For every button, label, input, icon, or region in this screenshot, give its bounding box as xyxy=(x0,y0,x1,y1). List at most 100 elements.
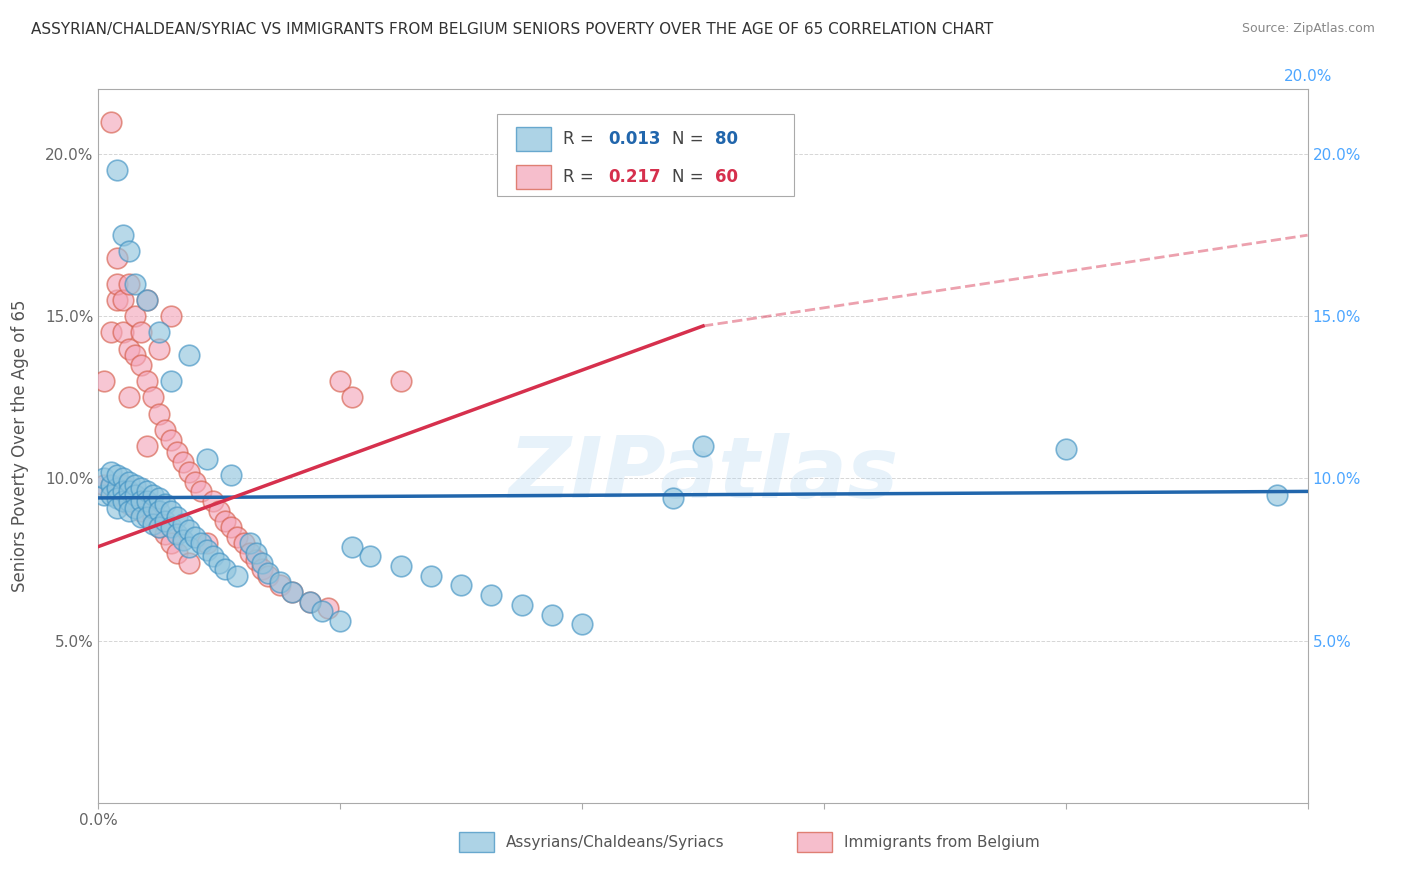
Point xyxy=(281,585,304,599)
Point xyxy=(311,604,333,618)
Point xyxy=(148,342,170,356)
Point xyxy=(105,251,128,265)
Point xyxy=(105,163,128,178)
Point xyxy=(245,546,267,560)
Point xyxy=(100,465,122,479)
Point xyxy=(105,488,128,502)
Point xyxy=(160,433,183,447)
Point xyxy=(166,510,188,524)
Point xyxy=(93,471,115,485)
Point xyxy=(226,530,249,544)
Point xyxy=(256,568,278,582)
Point xyxy=(111,326,134,340)
Point xyxy=(160,504,183,518)
Point xyxy=(105,481,128,495)
Point xyxy=(124,310,146,324)
Point xyxy=(232,536,254,550)
Point xyxy=(184,475,207,489)
Point xyxy=(256,566,278,580)
Point xyxy=(661,491,683,505)
Point xyxy=(160,520,183,534)
Point xyxy=(118,244,141,259)
Point xyxy=(208,504,231,518)
Point xyxy=(166,526,188,541)
Point xyxy=(179,348,201,362)
Point xyxy=(105,500,128,515)
Text: 0.217: 0.217 xyxy=(609,168,661,186)
Point xyxy=(360,549,382,564)
Point xyxy=(153,514,176,528)
Text: 80: 80 xyxy=(716,130,738,148)
FancyBboxPatch shape xyxy=(498,114,793,196)
Point xyxy=(153,526,176,541)
Point xyxy=(214,514,236,528)
Point xyxy=(111,478,134,492)
Point xyxy=(342,540,364,554)
Point xyxy=(190,484,212,499)
Point xyxy=(329,614,352,628)
FancyBboxPatch shape xyxy=(516,127,551,152)
Point xyxy=(111,494,134,508)
Point xyxy=(129,494,152,508)
Text: 0.013: 0.013 xyxy=(609,130,661,148)
Point xyxy=(299,595,322,609)
Point xyxy=(135,439,157,453)
Point xyxy=(221,468,243,483)
Point xyxy=(111,228,134,243)
Point xyxy=(93,478,115,492)
Point xyxy=(111,484,134,499)
Point xyxy=(118,504,141,518)
Point xyxy=(179,524,201,538)
Point xyxy=(135,510,157,524)
Point xyxy=(111,293,134,307)
Text: N =: N = xyxy=(672,168,709,186)
Point xyxy=(124,277,146,291)
Point xyxy=(148,520,170,534)
Point xyxy=(100,478,122,492)
Point xyxy=(239,546,262,560)
Point xyxy=(142,510,165,524)
Point xyxy=(179,540,201,554)
Point xyxy=(239,536,262,550)
Point xyxy=(202,494,225,508)
Point xyxy=(100,114,122,128)
Point xyxy=(571,617,593,632)
Point xyxy=(100,326,122,340)
Text: R =: R = xyxy=(562,168,599,186)
Point xyxy=(124,488,146,502)
Point xyxy=(510,598,533,612)
Point xyxy=(148,520,170,534)
Point xyxy=(100,478,122,492)
Point xyxy=(692,439,714,453)
Point xyxy=(195,542,218,557)
FancyBboxPatch shape xyxy=(458,832,494,852)
Point xyxy=(202,549,225,564)
Text: ASSYRIAN/CHALDEAN/SYRIAC VS IMMIGRANTS FROM BELGIUM SENIORS POVERTY OVER THE AGE: ASSYRIAN/CHALDEAN/SYRIAC VS IMMIGRANTS F… xyxy=(31,22,993,37)
Point xyxy=(105,468,128,483)
Point xyxy=(269,578,291,592)
Point xyxy=(153,423,176,437)
Point xyxy=(148,326,170,340)
Point xyxy=(129,504,152,518)
Point xyxy=(1054,442,1077,457)
Point xyxy=(129,481,152,495)
Point xyxy=(172,455,194,469)
Point xyxy=(172,533,194,547)
Point xyxy=(118,342,141,356)
Text: Assyrians/Chaldeans/Syriacs: Assyrians/Chaldeans/Syriacs xyxy=(506,835,724,849)
Point xyxy=(481,588,503,602)
Point xyxy=(179,465,201,479)
Point xyxy=(129,326,152,340)
Point xyxy=(105,491,128,505)
Point xyxy=(190,536,212,550)
Point xyxy=(135,484,157,499)
Point xyxy=(214,562,236,576)
Point xyxy=(172,516,194,531)
Point xyxy=(135,293,157,307)
Point xyxy=(281,585,304,599)
Point xyxy=(166,445,188,459)
Point xyxy=(420,568,443,582)
Point xyxy=(166,546,188,560)
Point xyxy=(160,374,183,388)
Point xyxy=(118,494,141,508)
